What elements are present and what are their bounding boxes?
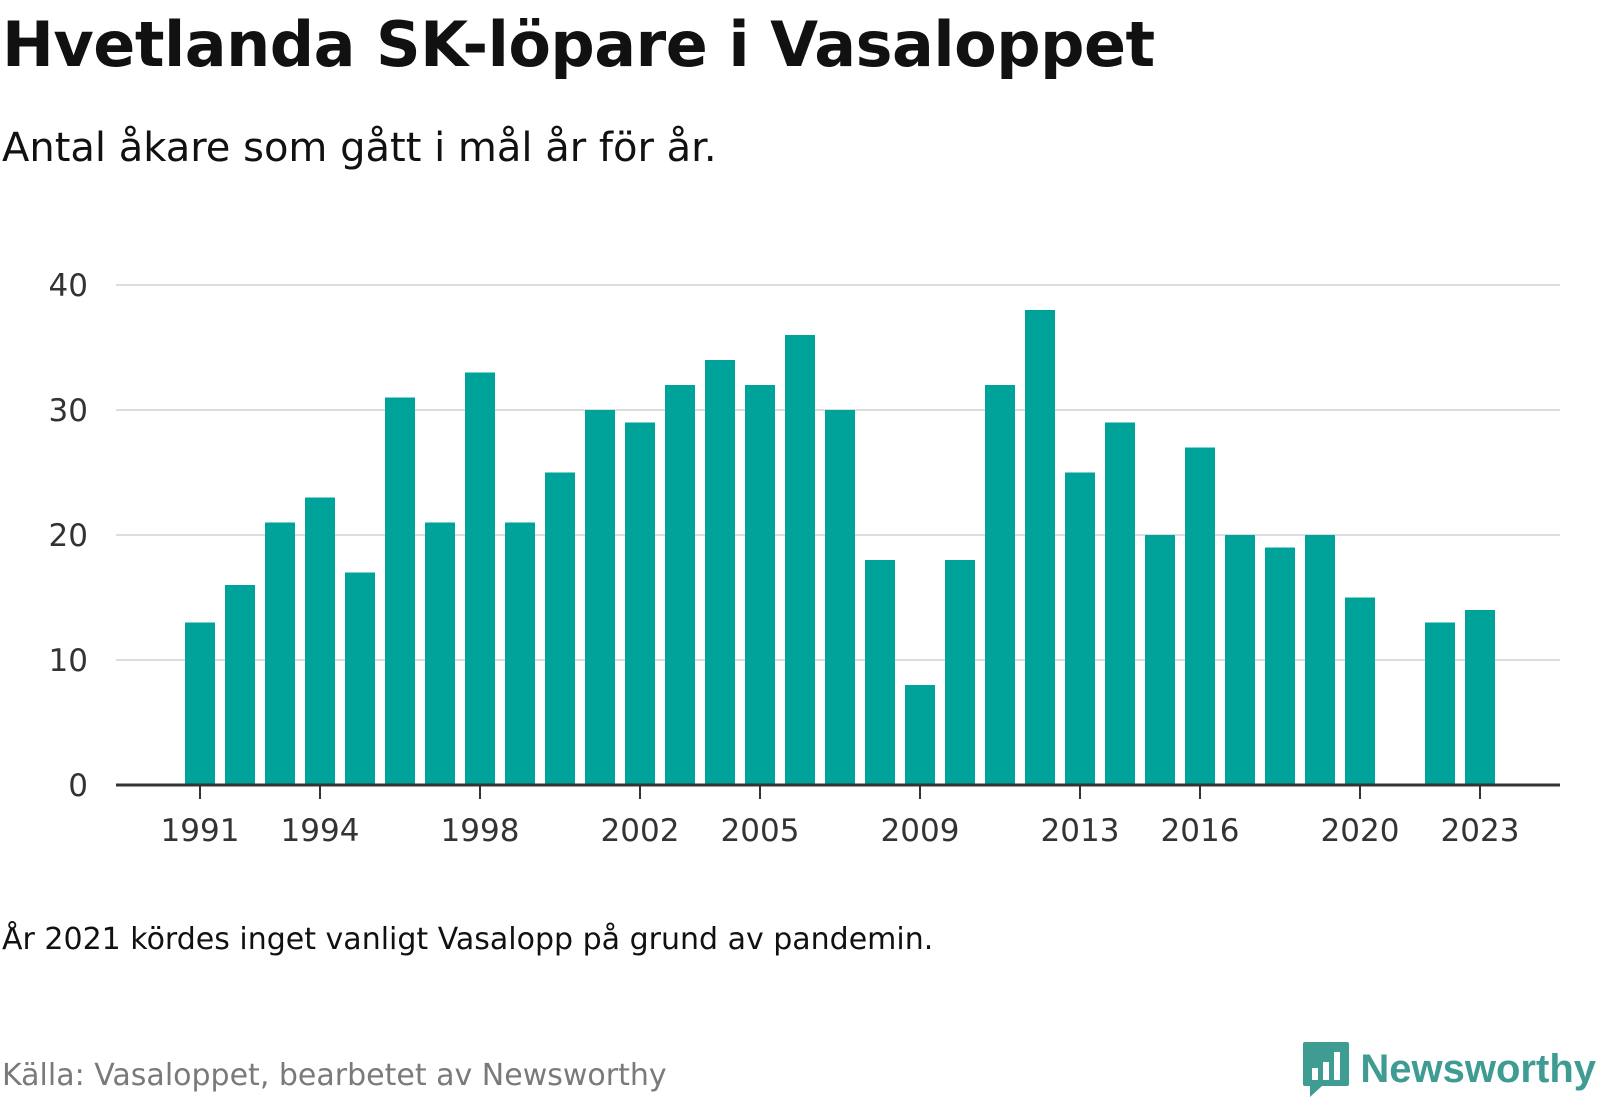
source-credit: Källa: Vasaloppet, bearbetet av Newswort… (2, 1058, 667, 1093)
x-tick-label: 1994 (281, 813, 360, 849)
bar (1025, 310, 1055, 785)
chart-title: Hvetlanda SK-löpare i Vasaloppet (2, 8, 1155, 81)
bar-chart: 0 10 20 30 40 1991 1994 1998 2002 2005 2009 2013 201… (49, 268, 1560, 849)
bar (945, 560, 975, 785)
x-tick-label: 2002 (601, 813, 680, 849)
chart-subtitle: Antal åkare som gått i mål år för år. (2, 125, 717, 171)
bar (625, 422, 655, 785)
bar (1305, 535, 1335, 785)
bar (425, 522, 455, 785)
y-tick-label: 40 (49, 268, 88, 304)
x-tick-label: 1991 (161, 813, 240, 849)
newsworthy-logo: Newsworthy (1302, 1040, 1596, 1098)
y-tick-label: 10 (49, 643, 88, 679)
bar (225, 585, 255, 785)
bar (545, 472, 575, 785)
bar (1425, 622, 1455, 785)
x-tick-label: 2005 (721, 813, 800, 849)
bar (265, 522, 295, 785)
bar (705, 360, 735, 785)
x-tick-label: 2013 (1041, 813, 1120, 849)
bar (865, 560, 895, 785)
bar (305, 497, 335, 785)
bars (185, 310, 1495, 785)
bar (385, 397, 415, 785)
bar (465, 372, 495, 785)
axes (116, 783, 1560, 799)
bar (1265, 547, 1295, 785)
bar (1345, 597, 1375, 785)
bar (825, 410, 855, 785)
bar (985, 385, 1015, 785)
bar (1225, 535, 1255, 785)
y-tick-label: 30 (49, 393, 88, 429)
y-tick-label: 20 (49, 518, 88, 554)
bar (785, 335, 815, 785)
footnote: År 2021 kördes inget vanligt Vasalopp på… (2, 922, 934, 957)
x-tick-label: 1998 (441, 813, 520, 849)
bar (1465, 610, 1495, 785)
bar (745, 385, 775, 785)
bar (905, 685, 935, 785)
bar (665, 385, 695, 785)
x-tick-label: 2020 (1321, 813, 1400, 849)
y-tick-label: 0 (68, 768, 88, 804)
bar (1145, 535, 1175, 785)
bar (345, 572, 375, 785)
bar (1065, 472, 1095, 785)
x-tick-label: 2016 (1161, 813, 1240, 849)
bar (505, 522, 535, 785)
bar (1185, 447, 1215, 785)
bar (585, 410, 615, 785)
x-tick-label: 2023 (1441, 813, 1520, 849)
tick-labels: 0 10 20 30 40 1991 1994 1998 2002 2005 2009 2013 201… (49, 268, 1520, 849)
bar (185, 622, 215, 785)
bar-chart-speech-bubble-icon (1303, 1042, 1350, 1097)
brand-name: Newsworthy (1360, 1046, 1596, 1091)
x-tick-label: 2009 (881, 813, 960, 849)
bar (1105, 422, 1135, 785)
